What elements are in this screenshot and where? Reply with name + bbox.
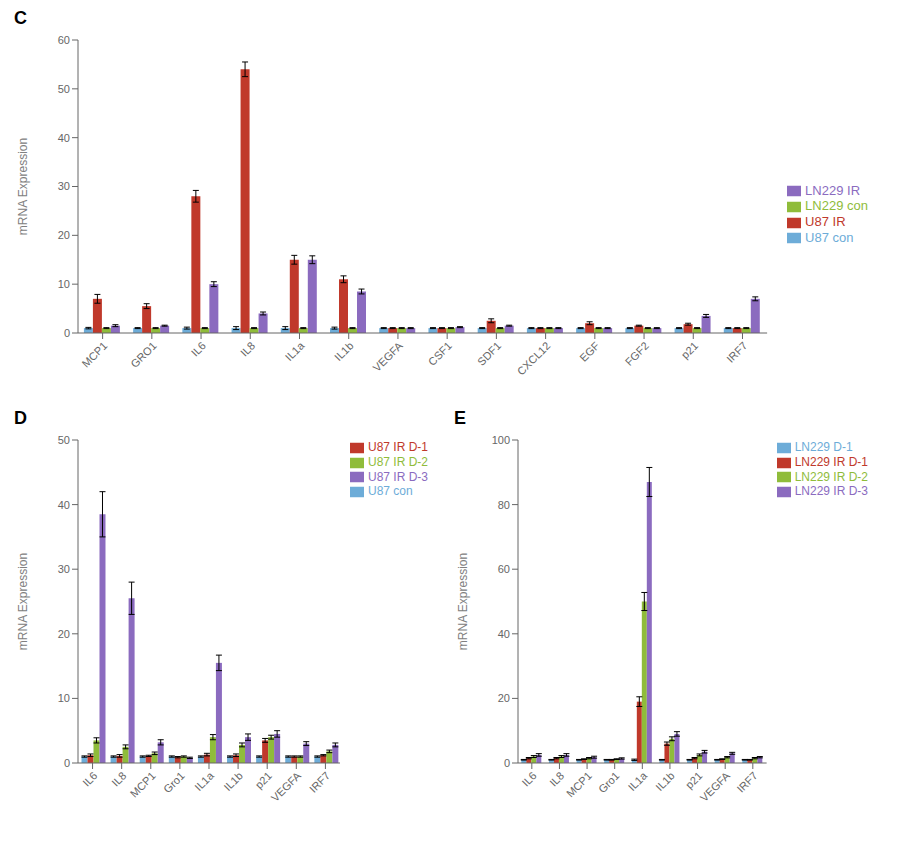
svg-text:Gro1: Gro1 [596,769,622,795]
svg-text:10: 10 [58,692,70,704]
svg-text:100: 100 [492,434,510,446]
svg-text:IL6: IL6 [189,339,208,358]
svg-text:IL8: IL8 [238,339,257,358]
svg-text:p21: p21 [683,769,704,790]
svg-text:EGF: EGF [577,339,602,364]
svg-text:20: 20 [58,229,70,241]
svg-text:SDF1: SDF1 [475,339,503,367]
svg-text:IL1b: IL1b [653,769,677,793]
html-text:LN229 IR D-2: LN229 IR D-2 [794,469,868,484]
svg-text:MCP1: MCP1 [128,769,158,799]
html-text:C: C [14,8,27,28]
svg-text:20: 20 [58,628,70,640]
html-text:LN229 IR D-3: LN229 IR D-3 [794,484,868,499]
html-text:U87 IR D-1: U87 IR D-1 [368,440,428,454]
html-text:LN229 D-1: LN229 D-1 [794,440,853,454]
html-text:LN229 con: LN229 con [805,198,868,214]
html-text:U87 con: U87 con [805,229,854,245]
html-text:U87 IR D-3: U87 IR D-3 [368,469,428,484]
svg-text:CXCL12: CXCL12 [515,339,553,377]
svg-text:IL1b: IL1b [221,769,245,793]
html-text:LN229 IR D-1: LN229 IR D-1 [794,454,868,469]
svg-text:40: 40 [58,499,70,511]
html-text:U87 IR: U87 IR [805,214,846,229]
svg-text:30: 30 [58,180,70,192]
svg-text:mRNA Expression: mRNA Expression [16,553,30,650]
svg-text:IL8: IL8 [109,769,128,788]
svg-text:20: 20 [498,692,510,704]
html-text:LN229 IR: LN229 IR [805,182,860,198]
svg-text:IL1b: IL1b [332,339,356,363]
svg-text:10: 10 [58,278,70,290]
svg-text:MCP1: MCP1 [564,769,594,799]
svg-text:VEGFA: VEGFA [698,769,733,804]
svg-text:IL6: IL6 [80,769,99,788]
svg-text:IRF7: IRF7 [724,339,749,364]
svg-text:40: 40 [498,628,510,640]
svg-text:p21: p21 [253,769,274,790]
svg-text:30: 30 [58,563,70,575]
svg-text:mRNA Expression: mRNA Expression [456,553,470,650]
html-text:D: D [14,408,27,428]
svg-text:CSF1: CSF1 [426,339,454,367]
svg-text:0: 0 [504,757,510,769]
svg-text:VEGFA: VEGFA [269,769,304,804]
html-text:U87 IR D-2: U87 IR D-2 [368,454,428,469]
svg-text:50: 50 [58,434,70,446]
svg-text:MCP1: MCP1 [79,339,109,369]
svg-text:GRO1: GRO1 [128,339,159,370]
svg-text:p21: p21 [679,339,700,360]
svg-text:mRNA Expression: mRNA Expression [16,138,30,235]
svg-text:IL8: IL8 [547,769,566,788]
svg-text:IL6: IL6 [519,769,538,788]
svg-text:IL1a: IL1a [192,769,216,793]
svg-text:IL1a: IL1a [283,339,307,363]
svg-text:IL1a: IL1a [626,769,650,793]
svg-text:0: 0 [64,757,70,769]
html-text:E: E [454,408,466,428]
svg-text:50: 50 [58,83,70,95]
svg-text:40: 40 [58,132,70,144]
svg-text:80: 80 [498,499,510,511]
svg-text:FGF2: FGF2 [623,339,651,367]
html-text:U87 con: U87 con [368,484,413,499]
svg-text:Gro1: Gro1 [161,769,187,795]
svg-text:IRF7: IRF7 [307,769,332,794]
svg-text:IRF7: IRF7 [734,769,759,794]
svg-text:0: 0 [64,327,70,339]
svg-text:60: 60 [58,34,70,46]
svg-text:60: 60 [498,563,510,575]
svg-text:VEGFA: VEGFA [370,339,405,374]
